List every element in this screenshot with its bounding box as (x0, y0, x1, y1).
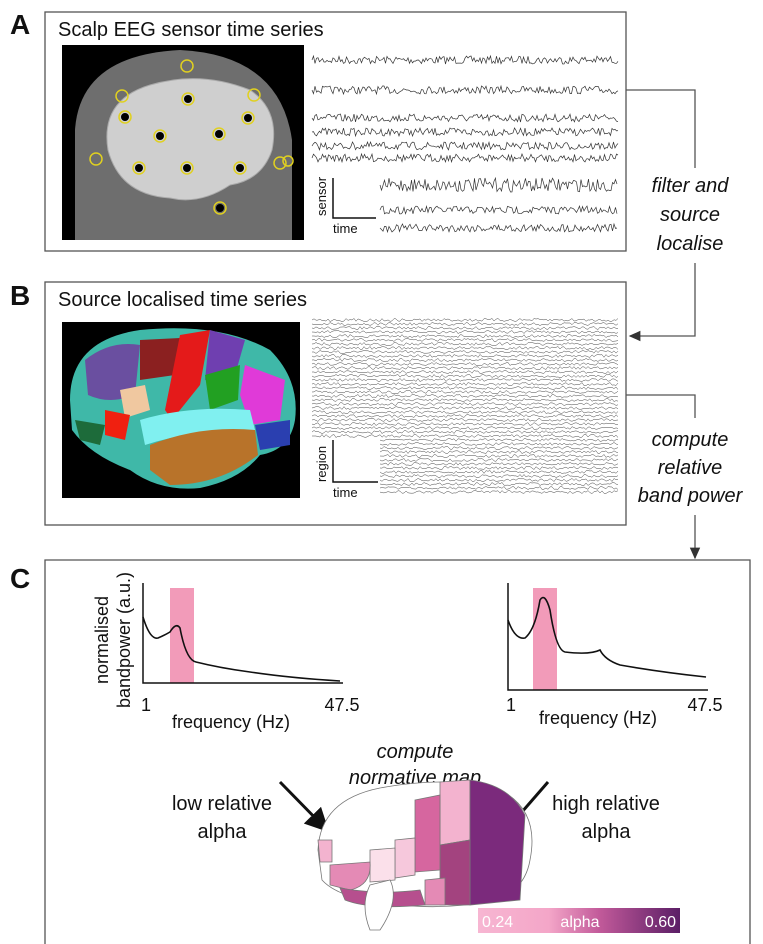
figure: A Scalp EEG sensor time series sensor ti… (0, 0, 763, 944)
trace (312, 423, 618, 426)
trace (312, 142, 618, 150)
alpha-band (533, 588, 557, 690)
colorbar-label: alpha (560, 914, 599, 931)
trace (312, 114, 618, 122)
trace (312, 367, 618, 370)
axis-label: time (333, 221, 358, 236)
colorbar-max: 0.60 (645, 914, 676, 931)
trace (380, 443, 618, 446)
trace (312, 339, 618, 342)
axis-label: time (333, 485, 358, 500)
trace (312, 407, 618, 410)
trace (312, 351, 618, 354)
trace (312, 355, 618, 358)
trace (312, 415, 618, 418)
trace (312, 375, 618, 378)
trace (380, 459, 618, 462)
eeg-traces (312, 56, 618, 232)
trace (312, 359, 618, 362)
trace (312, 427, 618, 430)
trace (312, 363, 618, 366)
axis-label: bandpower (a.u.) (114, 572, 134, 708)
trace (380, 471, 618, 474)
tick-label: 47.5 (324, 695, 359, 715)
step-label: band power (638, 485, 744, 507)
trace (380, 467, 618, 470)
trace (312, 323, 618, 326)
side-label: alpha (198, 821, 248, 843)
scale-bar (333, 178, 376, 218)
trace (312, 128, 618, 136)
trace (312, 327, 618, 330)
side-label: high relative (552, 793, 660, 815)
trace (380, 487, 618, 490)
panel-letter: A (10, 9, 30, 40)
trace (312, 399, 618, 402)
trace (312, 343, 618, 346)
trace (380, 224, 617, 232)
axis-label: frequency (Hz) (539, 708, 657, 728)
trace (380, 451, 618, 454)
trace (312, 56, 618, 64)
panel-title: Source localised time series (58, 289, 307, 311)
parcellation-brain-image (62, 322, 300, 498)
trace (312, 391, 618, 394)
page: A Scalp EEG sensor time series sensor ti… (0, 0, 763, 944)
trace (380, 206, 617, 214)
eeg-head-image (62, 45, 304, 240)
trace (312, 331, 618, 334)
trace (312, 335, 618, 338)
step-label: relative (658, 457, 722, 479)
trace (380, 483, 618, 486)
axis-label: frequency (Hz) (172, 712, 290, 732)
trace (312, 387, 618, 390)
source-traces (312, 319, 618, 494)
panel-letter: C (10, 563, 30, 594)
trace (312, 419, 618, 422)
connector (630, 263, 695, 336)
trace (380, 439, 618, 442)
axis-label: sensor (314, 176, 329, 216)
side-label: low relative (172, 793, 272, 815)
trace (380, 475, 618, 478)
trace (312, 431, 618, 434)
colorbar-min: 0.24 (482, 914, 513, 931)
step-label: source (660, 204, 720, 226)
axis-label: normalised (92, 596, 112, 684)
trace (312, 435, 618, 438)
arrow (280, 782, 325, 828)
connector (626, 90, 695, 168)
trace (312, 319, 618, 322)
trace (380, 447, 618, 450)
trace (380, 491, 618, 494)
normative-brain-map (318, 780, 532, 930)
step-label: compute (652, 429, 729, 451)
step-label: filter and (652, 175, 730, 197)
center-label: compute (377, 741, 454, 763)
trace (312, 403, 618, 406)
trace (312, 371, 618, 374)
panel-letter: B (10, 280, 30, 311)
tick-label: 1 (141, 695, 151, 715)
tick-label: 1 (506, 695, 516, 715)
trace (312, 347, 618, 350)
tick-label: 47.5 (687, 695, 722, 715)
trace (312, 86, 618, 94)
trace (380, 479, 618, 482)
trace (312, 383, 618, 386)
side-label: alpha (582, 821, 632, 843)
trace (312, 154, 618, 162)
trace (312, 379, 618, 382)
axis-label: region (314, 446, 329, 482)
trace (312, 411, 618, 414)
trace (380, 463, 618, 466)
trace (312, 395, 618, 398)
connector (626, 395, 695, 418)
scale-bar (333, 440, 378, 482)
trace (380, 178, 617, 192)
panel-title: Scalp EEG sensor time series (58, 19, 324, 41)
step-label: localise (657, 233, 724, 255)
trace (380, 455, 618, 458)
